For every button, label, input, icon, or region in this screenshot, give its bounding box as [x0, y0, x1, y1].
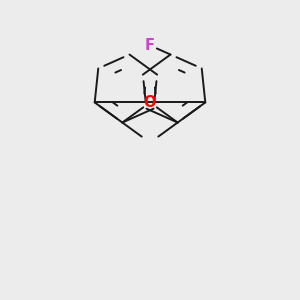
Text: O: O — [144, 95, 156, 110]
Text: F: F — [144, 38, 154, 52]
